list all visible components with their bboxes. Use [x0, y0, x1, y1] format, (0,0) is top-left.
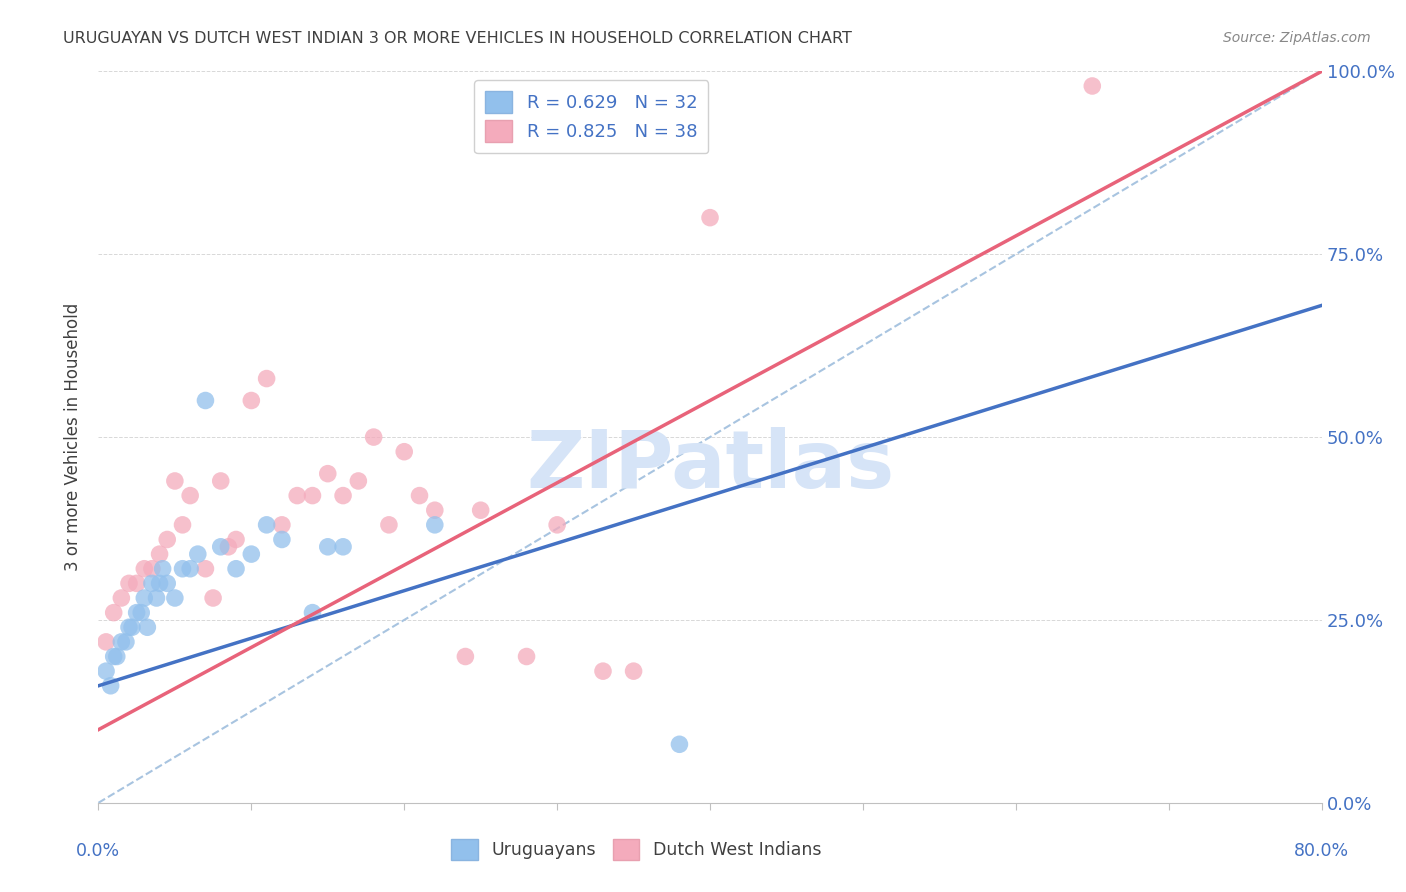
- Point: [301, 489, 323, 503]
- Point: [172, 517, 194, 532]
- Point: [94, 664, 117, 678]
- Text: URUGUAYAN VS DUTCH WEST INDIAN 3 OR MORE VEHICLES IN HOUSEHOLD CORRELATION CHART: URUGUAYAN VS DUTCH WEST INDIAN 3 OR MORE…: [63, 31, 852, 46]
- Point: [121, 620, 143, 634]
- Point: [256, 371, 278, 385]
- Y-axis label: 3 or more Vehicles in Household: 3 or more Vehicles in Household: [65, 303, 83, 571]
- Point: [516, 649, 538, 664]
- Text: 80.0%: 80.0%: [1294, 842, 1350, 860]
- Point: [136, 620, 159, 634]
- Point: [118, 620, 141, 634]
- Point: [423, 503, 446, 517]
- Point: [332, 489, 354, 503]
- Point: [423, 517, 446, 532]
- Point: [378, 517, 401, 532]
- Point: [145, 591, 167, 605]
- Point: [118, 576, 141, 591]
- Point: [103, 649, 125, 664]
- Point: [1081, 78, 1104, 93]
- Point: [256, 517, 278, 532]
- Point: [141, 562, 163, 576]
- Point: [592, 664, 614, 678]
- Point: [217, 540, 239, 554]
- Point: [623, 664, 645, 678]
- Point: [332, 540, 354, 554]
- Point: [152, 562, 174, 576]
- Point: [163, 591, 186, 605]
- Point: [134, 562, 156, 576]
- Point: [301, 606, 323, 620]
- Point: [125, 606, 148, 620]
- Point: [125, 576, 148, 591]
- Point: [285, 489, 308, 503]
- Text: ZIPatlas: ZIPatlas: [526, 427, 894, 506]
- Point: [141, 576, 163, 591]
- Point: [179, 489, 201, 503]
- Point: [347, 474, 370, 488]
- Point: [209, 540, 232, 554]
- Point: [149, 547, 172, 561]
- Point: [470, 503, 492, 517]
- Point: [668, 737, 690, 751]
- Point: [129, 606, 152, 620]
- Point: [363, 430, 385, 444]
- Point: [179, 562, 201, 576]
- Text: Source: ZipAtlas.com: Source: ZipAtlas.com: [1223, 31, 1371, 45]
- Point: [240, 547, 263, 561]
- Point: [110, 635, 132, 649]
- Point: [270, 517, 294, 532]
- Point: [225, 562, 247, 576]
- Point: [100, 679, 122, 693]
- Text: 0.0%: 0.0%: [76, 842, 121, 860]
- Legend: Uruguayans, Dutch West Indians: Uruguayans, Dutch West Indians: [444, 832, 828, 867]
- Point: [115, 635, 138, 649]
- Point: [194, 562, 217, 576]
- Point: [194, 393, 217, 408]
- Point: [172, 562, 194, 576]
- Point: [110, 591, 132, 605]
- Point: [134, 591, 156, 605]
- Point: [392, 444, 416, 458]
- Point: [316, 467, 339, 481]
- Point: [202, 591, 225, 605]
- Point: [454, 649, 477, 664]
- Point: [163, 474, 186, 488]
- Point: [187, 547, 209, 561]
- Point: [240, 393, 263, 408]
- Point: [546, 517, 568, 532]
- Point: [209, 474, 232, 488]
- Point: [149, 576, 172, 591]
- Point: [225, 533, 247, 547]
- Point: [270, 533, 294, 547]
- Point: [94, 635, 117, 649]
- Point: [408, 489, 430, 503]
- Point: [156, 576, 179, 591]
- Point: [105, 649, 128, 664]
- Point: [316, 540, 339, 554]
- Point: [156, 533, 179, 547]
- Point: [699, 211, 721, 225]
- Point: [103, 606, 125, 620]
